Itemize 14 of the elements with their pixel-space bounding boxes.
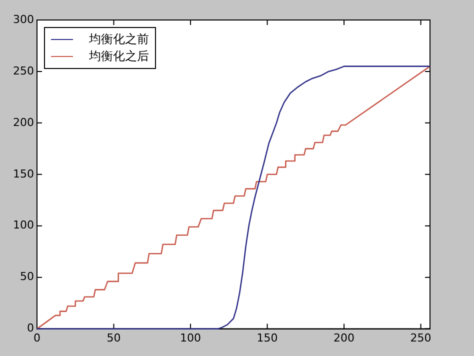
legend-label: 均衡化之后 xyxy=(88,48,149,65)
y-tick-label: 150 xyxy=(12,167,34,180)
y-tick-label: 250 xyxy=(12,64,34,78)
y-tick-label: 100 xyxy=(12,218,34,232)
x-tick-label: 100 xyxy=(180,331,202,344)
y-tick-label: 0 xyxy=(26,322,34,335)
x-tick-label: 50 xyxy=(106,331,121,344)
y-tick-label: 50 xyxy=(20,270,34,284)
legend-label: 均衡化之前 xyxy=(88,31,149,48)
x-tick-label: 200 xyxy=(334,331,355,344)
x-tick-label: 150 xyxy=(256,331,278,344)
y-tick-label: 200 xyxy=(12,116,34,129)
x-tick-label: 250 xyxy=(410,331,432,344)
y-tick-label: 300 xyxy=(12,12,34,26)
